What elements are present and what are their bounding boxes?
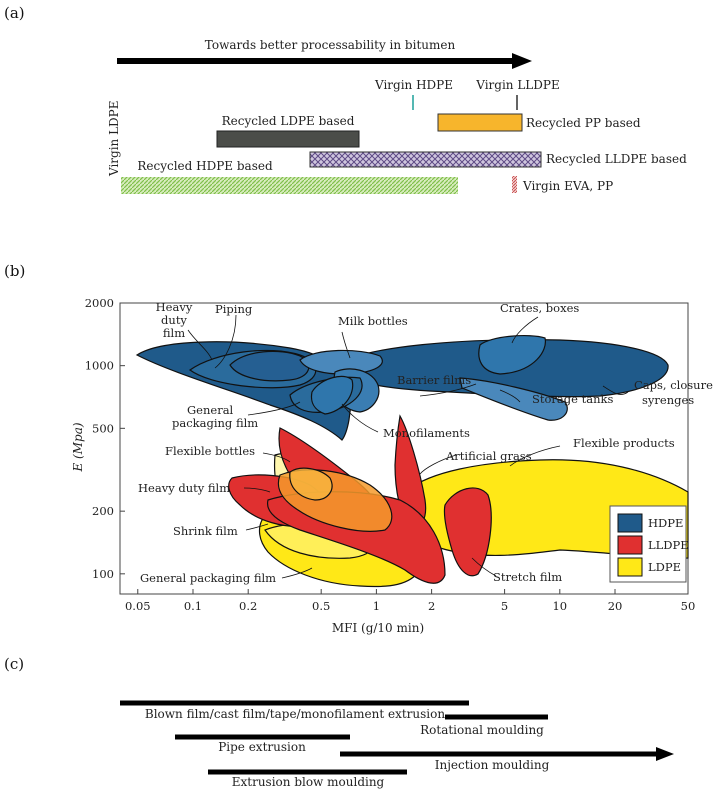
virgin-hdpe-label: Virgin HDPE (374, 78, 453, 92)
hdpe-regions (135, 334, 669, 441)
region-hdpe-crates (478, 334, 546, 375)
plot-frame (119, 302, 689, 595)
legend-label-lldpe: LLDPE (648, 538, 689, 552)
y-axis-title: E (Mpa) (71, 422, 85, 472)
label-general-packaging-ldpe: General packaging film (140, 571, 276, 585)
region-hdpe-storage-tanks (459, 377, 568, 421)
process-label-pipe: Pipe extrusion (218, 740, 306, 754)
x-tick-label: 1 (373, 599, 380, 613)
process-arrow-injection (656, 747, 674, 761)
x-tick-label: 50 (681, 599, 696, 613)
virgin-ldpe-label: Virgin LDPE (107, 100, 121, 177)
x-tick-label: 10 (552, 599, 567, 613)
virgin-lldpe-label: Virgin LLDPE (475, 78, 559, 92)
process-label-rotational: Rotational moulding (420, 723, 544, 737)
panel-b-chart: 0.05 0.1 0.2 0.5 1 2 5 10 20 50 100 200 500 1000 2000… (71, 296, 713, 635)
process-label-injection: Injection moulding (435, 758, 550, 772)
process-label-blow-moulding: Extrusion blow moulding (232, 775, 385, 789)
panel-label-b: (b) (4, 262, 26, 280)
label-milk-bottles: Milk bottles (338, 314, 408, 328)
label-heavy-duty-film-lldpe: Heavy duty film (138, 481, 230, 495)
y-axis-ticks: 100 200 500 1000 2000 (85, 296, 125, 581)
process-label-blown-film: Blown film/cast film/tape/monofilament e… (145, 707, 445, 721)
recycled-lldpe-label: Recycled LLDPE based (546, 152, 687, 166)
recycled-hdpe-label: Recycled HDPE based (137, 159, 273, 173)
recycled-ldpe-bar (216, 130, 360, 148)
region-hdpe-milk-bottles (229, 350, 310, 382)
recycled-ldpe-label: Recycled LDPE based (222, 114, 355, 128)
region-hdpe-barrier-films (299, 349, 383, 375)
panel-label-a: (a) (4, 4, 25, 22)
x-tick-label: 20 (608, 599, 623, 613)
y-tick-label: 200 (92, 504, 114, 518)
x-tick-label: 2 (428, 599, 435, 613)
legend-label-hdpe: HDPE (648, 516, 683, 530)
label-general-packaging-hdpe-2: packaging film (172, 416, 258, 430)
virgin-eva-pp-bar (512, 176, 517, 193)
lldpe-regions (228, 414, 492, 584)
label-stretch-film: Stretch film (493, 570, 562, 584)
leader-lines (187, 314, 629, 579)
recycled-lldpe-bar (309, 151, 542, 168)
processability-arrow-head (512, 53, 532, 69)
label-crates: Crates, boxes (500, 301, 579, 315)
legend: HDPE LLDPE LDPE (609, 505, 689, 583)
recycled-pp-label: Recycled PP based (526, 116, 641, 130)
region-lldpe-stretch-film (443, 487, 492, 577)
legend-swatch-ldpe (617, 557, 643, 577)
recycled-hdpe-bar (121, 177, 458, 194)
x-tick-label: 5 (501, 599, 508, 613)
label-flexible-products: Flexible products (573, 436, 675, 450)
x-axis-title: MFI (g/10 min) (332, 621, 424, 635)
legend-swatch-hdpe (617, 513, 643, 533)
label-artificial-grass: Artificial grass (445, 449, 532, 463)
recycled-pp-bar (437, 113, 523, 132)
label-piping: Piping (215, 302, 253, 316)
region-lldpe-orange-small (289, 467, 333, 501)
label-flexible-bottles: Flexible bottles (165, 444, 255, 458)
x-tick-label: 0.5 (312, 599, 330, 613)
x-tick-label: 0.2 (239, 599, 257, 613)
x-axis-ticks: 0.05 0.1 0.2 0.5 1 2 5 10 20 50 (125, 589, 695, 613)
x-tick-label: 0.05 (125, 599, 151, 613)
legend-swatch-lldpe (617, 535, 643, 555)
y-tick-label: 1000 (85, 359, 114, 373)
panel-a-diagram: Towards better processability in bitumen… (107, 38, 687, 194)
region-labels: Heavy duty film Piping Milk bottles Crat… (138, 300, 713, 585)
label-heavy-duty-film-hdpe-2: duty (161, 313, 187, 327)
panel-label-c: (c) (4, 655, 25, 673)
x-tick-label: 0.1 (184, 599, 202, 613)
label-heavy-duty-film-hdpe-3: film (163, 326, 185, 340)
label-monofilaments: Monofilaments (383, 426, 470, 440)
label-heavy-duty-film-hdpe: Heavy (156, 300, 193, 314)
label-general-packaging-hdpe: General (187, 403, 234, 417)
label-caps-2: syrenges (642, 393, 694, 407)
y-tick-label: 100 (92, 567, 114, 581)
label-barrier-films: Barrier films (397, 373, 471, 387)
label-shrink-film: Shrink film (173, 524, 238, 538)
processability-label: Towards better processability in bitumen (205, 38, 456, 52)
virgin-eva-pp-label: Virgin EVA, PP (522, 179, 613, 193)
label-storage-tanks: Storage tanks (532, 392, 613, 406)
legend-label-ldpe: LDPE (648, 560, 681, 574)
y-tick-label: 2000 (85, 296, 114, 310)
y-tick-label: 500 (92, 421, 114, 435)
